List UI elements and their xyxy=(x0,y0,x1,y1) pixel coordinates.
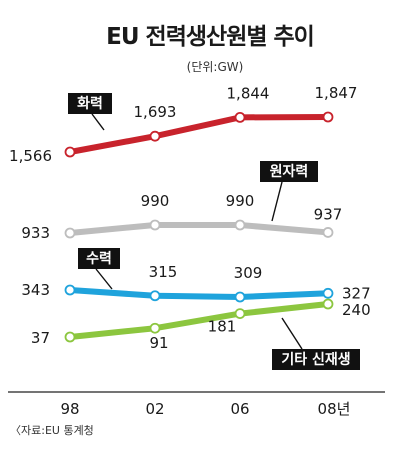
unit-label: (단위:GW) xyxy=(187,60,244,74)
data-label: 37 xyxy=(31,329,50,347)
data-point xyxy=(234,308,246,319)
series-tag-box xyxy=(272,349,360,370)
x-tick-label: 98 xyxy=(60,400,79,418)
data-label: 1,847 xyxy=(315,84,358,102)
source-note: 〈자료:EU 통계청 xyxy=(10,424,94,437)
data-point xyxy=(234,111,246,123)
data-label: 990 xyxy=(226,192,255,210)
data-point xyxy=(149,322,161,334)
data-point xyxy=(234,219,246,231)
data-point xyxy=(149,130,161,142)
series-layer: 1,566 1,693 1,844 1,847 933 990 990 937 343 315 30… xyxy=(9,84,371,352)
data-label: 181 xyxy=(208,318,237,336)
series-tag-pointer xyxy=(271,181,283,222)
data-label: 933 xyxy=(21,224,50,242)
data-point xyxy=(149,219,161,231)
data-point xyxy=(64,284,76,296)
data-label: 1,693 xyxy=(134,103,177,121)
data-point xyxy=(322,298,334,310)
data-point xyxy=(64,227,76,239)
series-name-label: 원자력 xyxy=(270,164,309,180)
series-name-label: 기타 신재생 xyxy=(281,352,350,368)
data-point xyxy=(64,331,76,343)
data-label: 1,566 xyxy=(9,147,52,165)
data-label: 1,844 xyxy=(227,84,270,102)
series-tag-pointer xyxy=(95,268,113,290)
series-tag-pointer xyxy=(281,317,303,350)
series-line xyxy=(67,301,331,340)
series-line xyxy=(67,222,331,236)
data-label: 327 xyxy=(342,284,371,302)
data-point xyxy=(322,227,334,238)
data-label: 937 xyxy=(314,205,343,223)
series-name-label: 수력 xyxy=(86,251,112,267)
x-tick-label: 08년 xyxy=(318,400,351,418)
data-label: 91 xyxy=(149,334,168,352)
series-line xyxy=(67,114,331,155)
data-point xyxy=(149,290,161,302)
x-tick-label: 06 xyxy=(230,400,249,418)
series-tag-box xyxy=(78,248,120,269)
series-tag-box xyxy=(68,93,112,114)
data-label: 315 xyxy=(149,263,178,281)
series-line xyxy=(67,287,331,300)
data-label: 343 xyxy=(21,281,50,299)
data-point xyxy=(234,291,246,303)
data-label: 990 xyxy=(141,192,170,210)
x-tick-label: 02 xyxy=(145,400,164,418)
data-point xyxy=(322,111,334,123)
x-axis-ticks: 98 02 06 08년 xyxy=(60,400,350,418)
data-point xyxy=(64,146,76,158)
series-tag-box xyxy=(260,161,318,182)
data-point xyxy=(322,287,334,299)
data-label: 240 xyxy=(342,301,371,319)
chart-title: EU 전력생산원별 추이 xyxy=(106,24,314,50)
data-label: 309 xyxy=(234,264,263,282)
series-tag-pointer xyxy=(91,113,105,131)
series-name-label: 화력 xyxy=(77,96,103,112)
